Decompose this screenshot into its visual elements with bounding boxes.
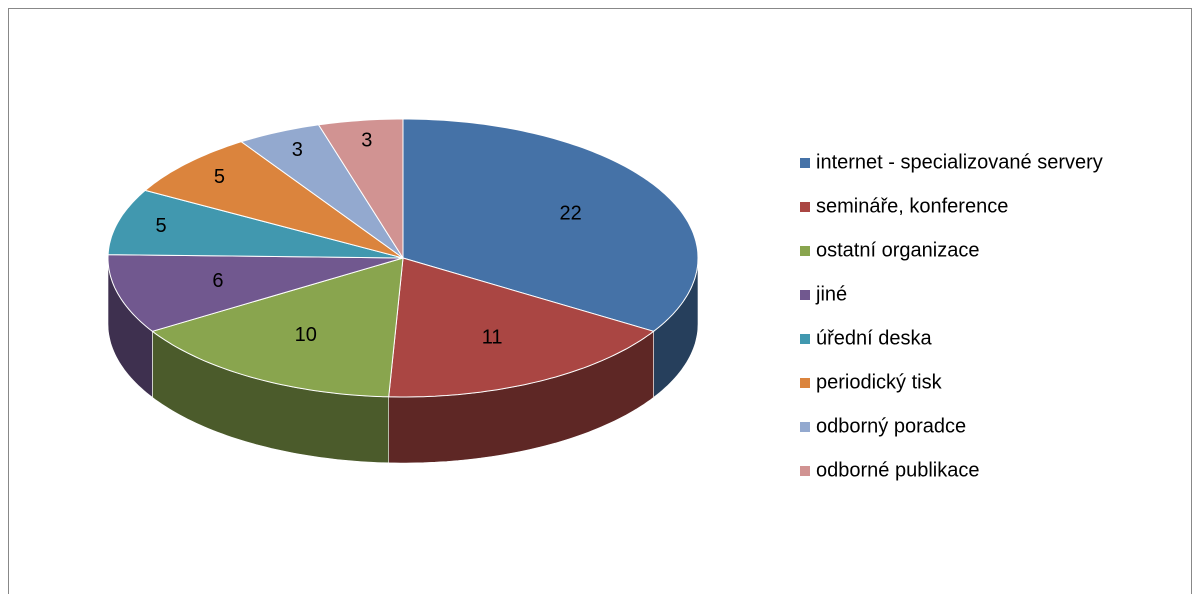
legend-swatch bbox=[800, 246, 810, 256]
slice bbox=[144, 141, 404, 259]
legend-label: ostatní organizace bbox=[816, 239, 979, 261]
legend-label: odborný poradce bbox=[816, 415, 966, 437]
legend-label: jiné bbox=[815, 283, 847, 305]
data-label: 6 bbox=[212, 270, 223, 292]
slice bbox=[107, 189, 404, 259]
data-label: 5 bbox=[214, 166, 225, 188]
legend-label: odborné publikace bbox=[816, 459, 979, 481]
legend-label: semináře, konference bbox=[816, 195, 1008, 217]
legend-label: úřední deska bbox=[816, 327, 933, 349]
pie: 22 11 10 6 5 5 3 3 bbox=[107, 118, 699, 464]
slice bbox=[151, 257, 404, 398]
legend-swatch bbox=[800, 290, 810, 300]
data-label: 11 bbox=[482, 326, 503, 348]
data-label: 3 bbox=[292, 139, 303, 161]
legend-swatch bbox=[800, 422, 810, 432]
legend-swatch bbox=[800, 466, 810, 476]
legend-swatch bbox=[800, 334, 810, 344]
data-label: 22 bbox=[559, 202, 581, 224]
data-label: 5 bbox=[155, 215, 166, 237]
slice bbox=[388, 257, 655, 398]
data-label: 3 bbox=[361, 129, 372, 151]
legend-label: periodický tisk bbox=[816, 371, 943, 393]
legend-swatch bbox=[800, 202, 810, 212]
slice bbox=[317, 118, 404, 260]
legend-label: internet - specializované servery bbox=[816, 151, 1103, 173]
legend-swatch bbox=[800, 378, 810, 388]
slice bbox=[240, 124, 404, 259]
legend-swatch bbox=[800, 158, 810, 168]
data-label: 10 bbox=[295, 324, 317, 346]
slice bbox=[107, 254, 404, 332]
slice bbox=[402, 118, 699, 332]
legend: internet - specializované servery seminář… bbox=[800, 151, 1103, 481]
